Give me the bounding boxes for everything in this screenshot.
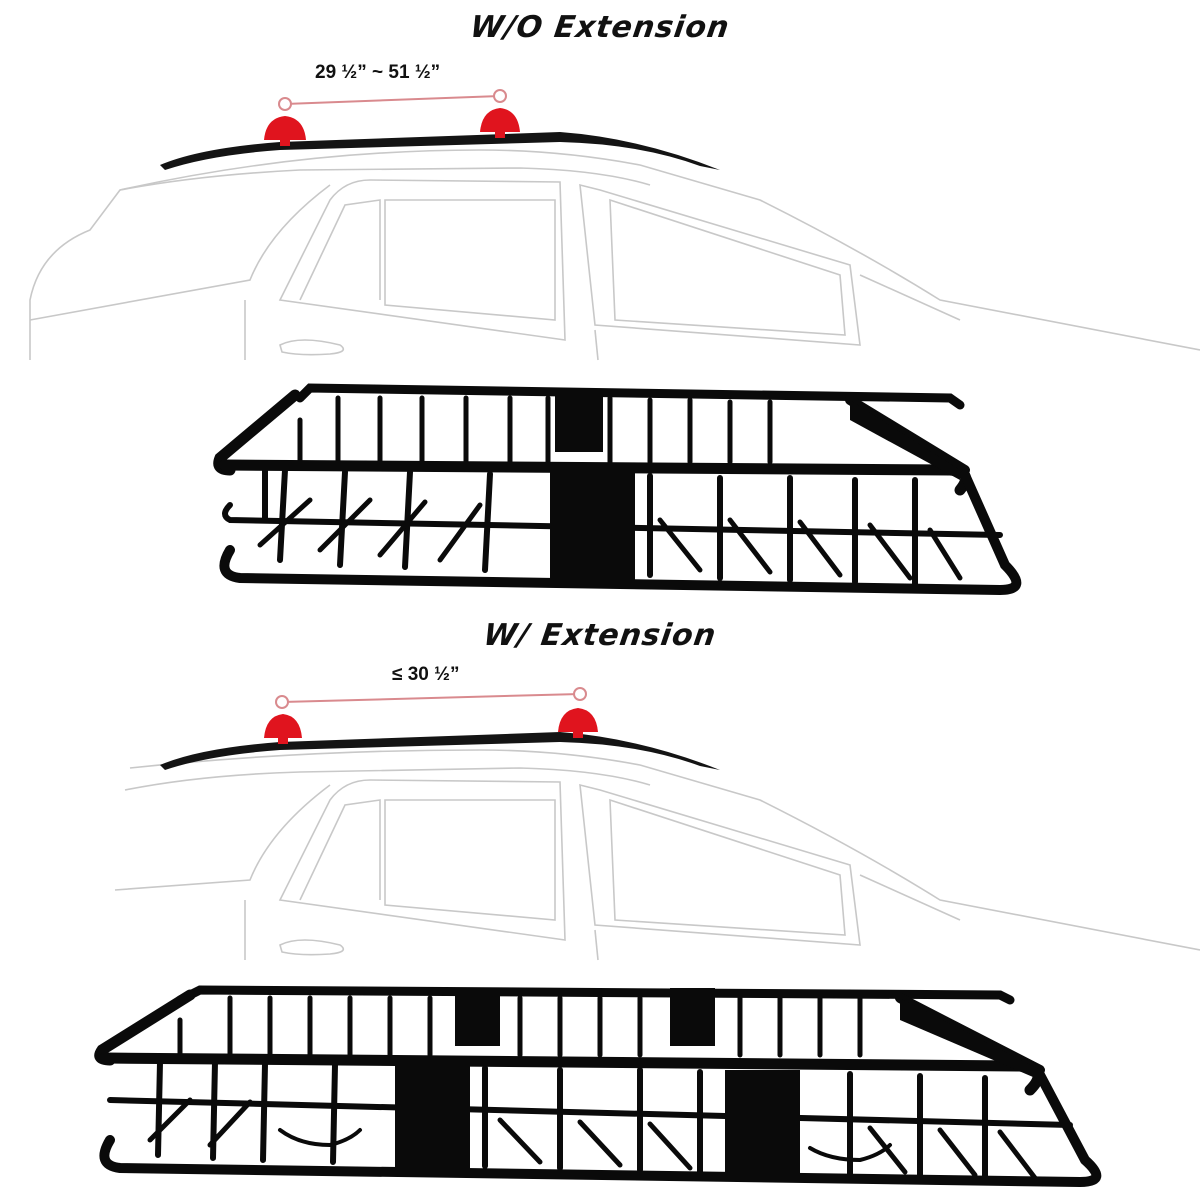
- section-without-extension: W/O Extension 29 ½” ~ 51 ½”: [29, 10, 1200, 596]
- car-outline-icon: [29, 149, 1200, 361]
- roof-rail: [160, 732, 720, 770]
- measurement-label-with-extension: ≤ 30 ½”: [392, 664, 460, 685]
- roof-clamp-icon: [264, 714, 302, 744]
- roof-clamp-icon: [558, 708, 598, 738]
- measurement-label-without-extension: 29 ½” ~ 51 ½”: [315, 62, 441, 83]
- car-diagram-with-extension: [114, 687, 1200, 961]
- roof-clamp-icon: [480, 108, 520, 138]
- section-with-extension: W/ Extension ≤ 30 ½”: [0, 600, 1200, 1200]
- cargo-basket-icon: [94, 985, 1102, 1188]
- car-diagram-without-extension: [29, 89, 1200, 361]
- cargo-basket-icon: [213, 383, 1022, 596]
- car-outline-icon: [114, 749, 1200, 961]
- roof-clamp-icon: [264, 116, 306, 146]
- roof-rail: [160, 132, 720, 170]
